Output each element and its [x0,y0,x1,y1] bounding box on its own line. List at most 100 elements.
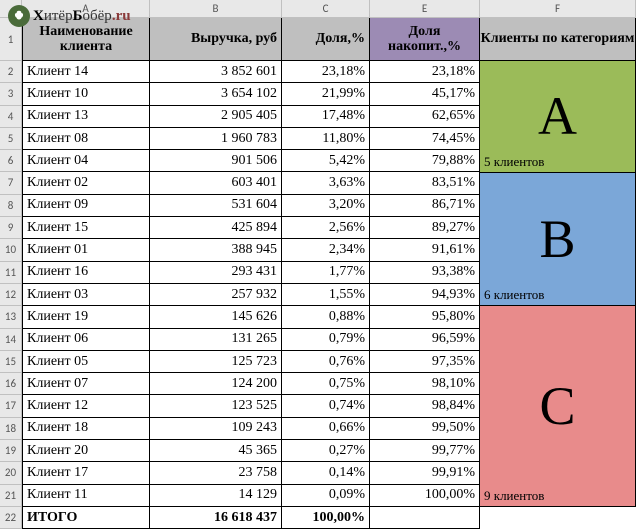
cell-name[interactable]: Клиент 01 [22,239,150,261]
category-block-B[interactable]: B6 клиентов [480,173,636,307]
cell-name[interactable]: Клиент 20 [22,440,150,462]
cell-name[interactable]: Клиент 14 [22,61,150,83]
row-header-10[interactable]: 10 [0,239,22,261]
cell-name[interactable]: Клиент 17 [22,462,150,484]
cell-rev[interactable]: 124 200 [150,373,282,395]
header-revenue[interactable]: Выручка, руб [150,18,282,61]
cell-share[interactable]: 17,48% [282,106,370,128]
cell-cum[interactable]: 45,17% [370,83,480,105]
cell-name[interactable]: Клиент 09 [22,195,150,217]
row-header-9[interactable]: 9 [0,217,22,239]
row-header-12[interactable]: 12 [0,284,22,306]
cell-rev[interactable]: 123 525 [150,395,282,417]
cell-name[interactable]: Клиент 18 [22,418,150,440]
cell-cum[interactable]: 89,27% [370,217,480,239]
category-block-A[interactable]: A5 клиентов [480,61,636,173]
cell-share[interactable]: 3,20% [282,195,370,217]
cell-name[interactable]: Клиент 03 [22,284,150,306]
cell-name[interactable]: Клиент 19 [22,306,150,328]
total-cumulative[interactable] [370,507,480,529]
row-header-4[interactable]: 4 [0,106,22,128]
cell-share[interactable]: 11,80% [282,128,370,150]
row-header-18[interactable]: 18 [0,418,22,440]
cell-rev[interactable]: 125 723 [150,351,282,373]
col-header-C[interactable]: C [282,0,370,18]
cell-share[interactable]: 2,56% [282,217,370,239]
row-header-15[interactable]: 15 [0,351,22,373]
row-header-5[interactable]: 5 [0,128,22,150]
cell-share[interactable]: 0,75% [282,373,370,395]
total-share[interactable]: 100,00% [282,507,370,529]
cell-rev[interactable]: 425 894 [150,217,282,239]
cell-share[interactable]: 23,18% [282,61,370,83]
cell-cum[interactable]: 96,59% [370,329,480,351]
cell-name[interactable]: Клиент 07 [22,373,150,395]
cell-share[interactable]: 3,63% [282,172,370,194]
cell-rev[interactable]: 131 265 [150,329,282,351]
cell-name[interactable]: Клиент 10 [22,83,150,105]
header-share[interactable]: Доля,% [282,18,370,61]
cell-share[interactable]: 1,77% [282,262,370,284]
category-block-C[interactable]: C9 клиентов [480,306,636,507]
cell-rev[interactable]: 257 932 [150,284,282,306]
cell-share[interactable]: 21,99% [282,83,370,105]
row-header-20[interactable]: 20 [0,462,22,484]
cell-name[interactable]: Клиент 15 [22,217,150,239]
cell-cum[interactable]: 62,65% [370,106,480,128]
cell-share[interactable]: 0,27% [282,440,370,462]
row-header-11[interactable]: 11 [0,262,22,284]
cell-share[interactable]: 2,34% [282,239,370,261]
row-header-19[interactable]: 19 [0,440,22,462]
cell-rev[interactable]: 45 365 [150,440,282,462]
total-label[interactable]: ИТОГО [22,507,150,529]
cell-name[interactable]: Клиент 08 [22,128,150,150]
total-revenue[interactable]: 16 618 437 [150,507,282,529]
cell-cum[interactable]: 98,84% [370,395,480,417]
row-header-16[interactable]: 16 [0,373,22,395]
cell-cum[interactable]: 94,93% [370,284,480,306]
cell-rev[interactable]: 531 604 [150,195,282,217]
cell-share[interactable]: 0,09% [282,485,370,507]
cell-cum[interactable]: 83,51% [370,172,480,194]
row-header-13[interactable]: 13 [0,306,22,328]
cell-cum[interactable]: 99,77% [370,440,480,462]
cell-share[interactable]: 0,88% [282,306,370,328]
cell-rev[interactable]: 14 129 [150,485,282,507]
cell-rev[interactable]: 2 905 405 [150,106,282,128]
cell-rev[interactable]: 109 243 [150,418,282,440]
cell-name[interactable]: Клиент 13 [22,106,150,128]
cell-cum[interactable]: 95,80% [370,306,480,328]
col-header-B[interactable]: B [150,0,282,18]
cell-cum[interactable]: 23,18% [370,61,480,83]
header-category[interactable]: Клиенты по категориям [480,18,636,61]
cell-name[interactable]: Клиент 02 [22,172,150,194]
cell-rev[interactable]: 388 945 [150,239,282,261]
row-header-22[interactable]: 22 [0,507,22,529]
cell-rev[interactable]: 293 431 [150,262,282,284]
cell-share[interactable]: 0,66% [282,418,370,440]
row-header-6[interactable]: 6 [0,150,22,172]
row-header-7[interactable]: 7 [0,172,22,194]
cell-rev[interactable]: 603 401 [150,172,282,194]
cell-cum[interactable]: 91,61% [370,239,480,261]
cell-share[interactable]: 5,42% [282,150,370,172]
cell-name[interactable]: Клиент 06 [22,329,150,351]
cell-cum[interactable]: 99,50% [370,418,480,440]
cell-name[interactable]: Клиент 12 [22,395,150,417]
cell-cum[interactable]: 74,45% [370,128,480,150]
cell-cum[interactable]: 97,35% [370,351,480,373]
cell-share[interactable]: 0,14% [282,462,370,484]
cell-rev[interactable]: 3 852 601 [150,61,282,83]
cell-name[interactable]: Клиент 11 [22,485,150,507]
cell-rev[interactable]: 23 758 [150,462,282,484]
row-header-17[interactable]: 17 [0,395,22,417]
row-header-21[interactable]: 21 [0,485,22,507]
cell-cum[interactable]: 100,00% [370,485,480,507]
cell-name[interactable]: Клиент 04 [22,150,150,172]
row-header-2[interactable]: 2 [0,61,22,83]
cell-name[interactable]: Клиент 05 [22,351,150,373]
cell-share[interactable]: 1,55% [282,284,370,306]
cell-rev[interactable]: 145 626 [150,306,282,328]
cell-cum[interactable]: 93,38% [370,262,480,284]
cell-share[interactable]: 0,76% [282,351,370,373]
